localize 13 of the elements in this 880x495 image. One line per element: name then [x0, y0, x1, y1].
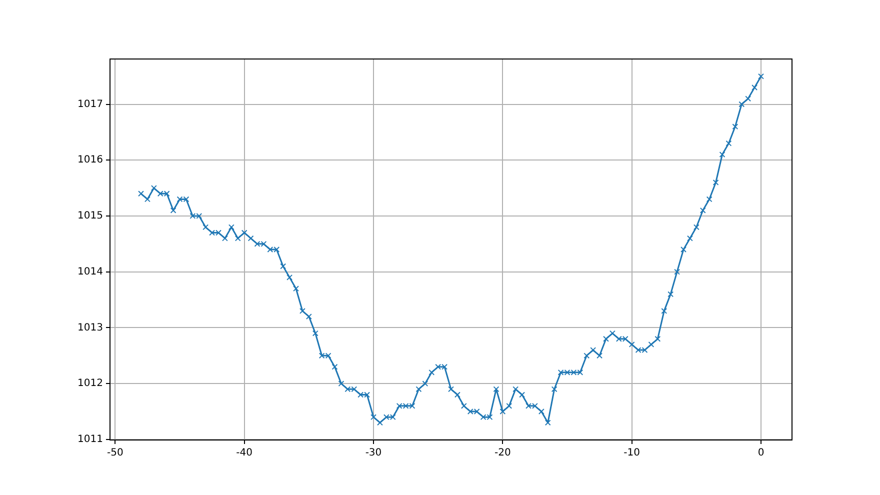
y-tick-label: 1012: [78, 378, 103, 390]
y-tick-label: 1017: [78, 98, 103, 110]
x-tick-label: -20: [494, 448, 511, 459]
x-tick-label: -40: [236, 448, 253, 459]
y-tick-label: 1014: [78, 266, 103, 278]
y-tick-label: 1013: [78, 322, 103, 334]
y-tick-label: 1011: [78, 434, 103, 446]
x-tick-label: -10: [624, 448, 640, 459]
y-tick-label: 1015: [78, 210, 103, 222]
y-tick-label: 1016: [78, 154, 103, 166]
x-tick-label: -30: [365, 448, 382, 459]
x-tick-label: 0: [758, 448, 764, 459]
x-tick-label: -50: [106, 448, 124, 459]
